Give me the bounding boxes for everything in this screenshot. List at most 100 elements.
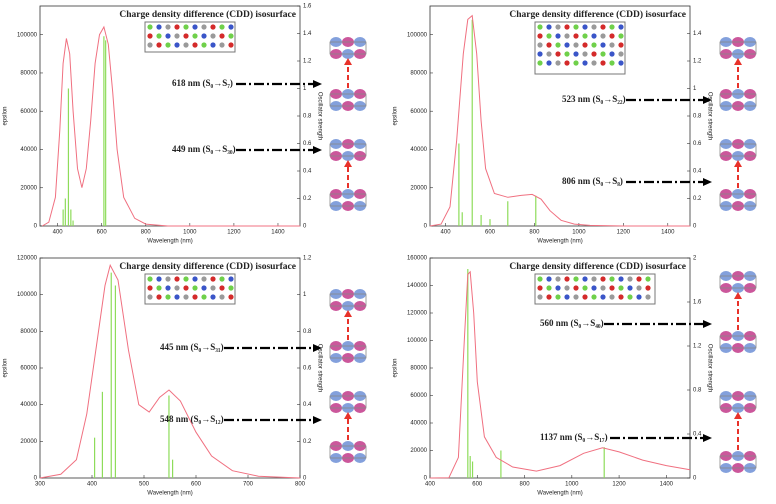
atom [600,276,606,282]
transition-arrow-head [344,412,352,419]
transition-arrow-head [734,412,742,419]
panel: 300 400 500 600 700 8000200004000060000800001… [3,256,367,497]
y2-tick-label: 0.6 [693,141,702,147]
atom [573,33,579,39]
atom [228,24,234,30]
y2-tick-label: 1 [303,86,307,92]
molecule-frame [719,143,757,157]
y2-axis-label: Oscillator strength [706,92,712,140]
atom [174,42,180,48]
atom [600,294,606,300]
atom [147,33,153,39]
x-axis-label: Wavelength (nm) [147,491,192,497]
molecule-frame [719,93,757,107]
atom [210,42,216,48]
y-tick-label: 0 [424,476,428,482]
x-tick-label: 800 [520,482,531,488]
atom [555,285,561,291]
atom [609,60,615,66]
y2-axis-label: Oscillator strength [706,344,712,392]
y-tick-label: 0 [34,224,38,230]
y2-axis-label: Oscillator strength [316,92,322,140]
y2-tick-label: 0.4 [303,402,312,408]
atom [555,276,561,282]
atom [555,24,561,30]
y2-tick-label: 1 [303,292,307,298]
y-tick-label: 20000 [410,448,427,454]
atom [165,24,171,30]
atom [627,276,633,282]
annotation: 806 nm (S₀→S₈) [562,176,623,186]
y2-tick-label: 1.6 [693,300,702,306]
atom [591,60,597,66]
panel: 400 600 800 1000 1200 1400 0 20000 40000 60000 800… [393,5,757,245]
atom [183,42,189,48]
y-axis-label: epsilon [3,358,9,377]
y2-tick-label: 0.4 [693,169,702,175]
atom [582,24,588,30]
x-tick-label: 1200 [612,482,626,488]
y-tick-label: 80000 [20,71,37,77]
y2-tick-label: 0.6 [303,366,312,372]
atom [156,33,162,39]
transition-arrow-head [734,160,742,167]
atom [183,33,189,39]
x-tick-label: 1200 [617,230,631,236]
atom [147,294,153,300]
arrow-head [313,416,322,424]
epsilon-curve [429,14,690,227]
atom [573,24,579,30]
atom [582,285,588,291]
molecule-frame [719,41,757,55]
x-tick-label: 600 [191,482,202,488]
atom [147,42,153,48]
x-tick-label: 600 [472,482,483,488]
y-axis-label: epsilon [3,106,9,125]
y-tick-label: 80000 [410,71,427,77]
atom [165,276,171,282]
annotation: 560 nm (S₀→S₄₀) [540,318,604,328]
annotation: 1137 nm (S₀→S₁₇) [540,432,608,442]
molecule-frame [719,335,757,349]
atom [537,24,543,30]
atom [636,276,642,282]
atom [537,294,543,300]
molecule-frame [329,143,367,157]
atom [174,33,180,39]
y-tick-label: 160000 [407,256,428,262]
atom [228,33,234,39]
molecule-frame [719,275,757,289]
atom [636,294,642,300]
y-tick-label: 80000 [20,329,37,335]
atom [192,24,198,30]
transition-arrow-head [344,58,352,65]
atom [618,285,624,291]
atom [156,285,162,291]
y-tick-label: 120000 [17,256,38,262]
atom [573,60,579,66]
molecule-frame [329,445,367,459]
atom [228,276,234,282]
y-tick-label: 40000 [410,147,427,153]
y-tick-label: 120000 [407,311,428,317]
panel-title: Charge density difference (CDD) isosurfa… [119,261,296,272]
y2-tick-label: 1.2 [303,59,312,65]
atom [219,285,225,291]
y2-tick-label: 0.2 [303,196,312,202]
atom [201,24,207,30]
y2-tick-label: 1.2 [303,256,312,262]
transition-arrow-head [344,310,352,317]
y-tick-label: 60000 [20,366,37,372]
atom [546,276,552,282]
x-axis-label: Wavelength (nm) [537,239,582,245]
panel-title: Charge density difference (CDD) isosurfa… [509,261,686,272]
atom [546,33,552,39]
atom [174,294,180,300]
atom [201,276,207,282]
molecule-frame [329,395,367,409]
annotation: 449 nm (S₀→S₃₀) [172,144,236,154]
atom [627,285,633,291]
panel-title: Charge density difference (CDD) isosurfa… [509,9,686,20]
plot-frame [39,5,301,227]
